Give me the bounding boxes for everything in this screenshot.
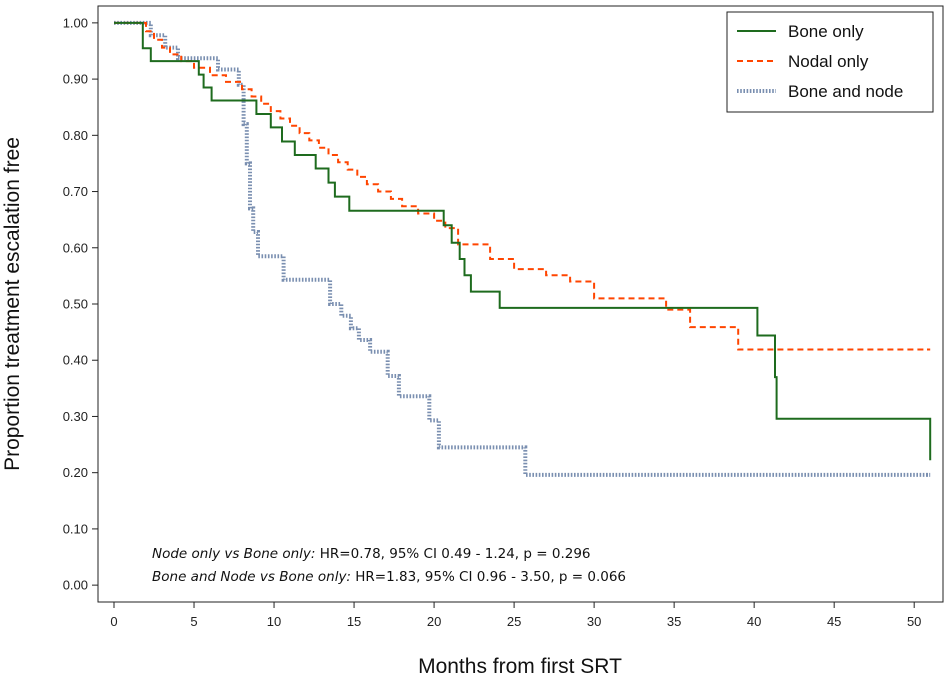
annotation-2-label: Bone and Node vs Bone only: [152, 569, 351, 585]
y-tick-label: 0.50 [63, 297, 88, 312]
x-tick-label: 15 [347, 614, 361, 629]
series-line-nodal-only [114, 21, 931, 351]
legend: Bone only Nodal only Bone and node [726, 11, 934, 113]
y-tick-label: 0.20 [63, 465, 88, 480]
x-tick-label: 50 [907, 614, 921, 629]
y-tick-label: 0.00 [63, 578, 88, 593]
y-tick-label: 0.60 [63, 240, 88, 255]
legend-label-bone-only: Bone only [788, 22, 864, 41]
legend-label-bone-and-node: Bone and node [788, 82, 903, 101]
legend-label-nodal-only: Nodal only [788, 52, 869, 71]
x-axis-title: Months from first SRT [418, 655, 622, 678]
x-tick-label: 25 [507, 614, 521, 629]
annotation-block: Node only vs Bone only: HR=0.78, 95% CI … [152, 546, 626, 585]
y-tick-label: 0.70 [63, 184, 88, 199]
x-axis: 0 5 10 15 20 25 30 35 40 45 50 [110, 602, 921, 629]
series-line-bone-and-node [114, 20, 931, 477]
series-layer [114, 20, 932, 477]
x-tick-label: 0 [110, 614, 117, 629]
y-tick-label: 1.00 [63, 15, 88, 30]
y-tick-label: 0.10 [63, 521, 88, 536]
series-line-bone-only [114, 21, 932, 461]
x-tick-label: 30 [587, 614, 601, 629]
x-tick-label: 20 [427, 614, 441, 629]
y-tick-label: 0.40 [63, 353, 88, 368]
y-tick-label: 0.90 [63, 72, 88, 87]
x-tick-label: 10 [267, 614, 281, 629]
annotation-1-label: Node only vs Bone only: [152, 546, 315, 562]
x-tick-label: 35 [667, 614, 681, 629]
x-tick-label: 45 [827, 614, 841, 629]
x-tick-label: 5 [190, 614, 197, 629]
annotation-line-1: Node only vs Bone only: HR=0.78, 95% CI … [152, 546, 591, 562]
x-tick-label: 40 [747, 614, 761, 629]
annotation-2-text: HR=1.83, 95% CI 0.96 - 3.50, p = 0.066 [351, 569, 626, 585]
y-tick-label: 0.30 [63, 409, 88, 424]
annotation-1-text: HR=0.78, 95% CI 0.49 - 1.24, p = 0.296 [315, 546, 590, 562]
annotation-line-2: Bone and Node vs Bone only: HR=1.83, 95%… [152, 569, 626, 585]
y-tick-label: 0.80 [63, 128, 88, 143]
y-axis: 0.00 0.10 0.20 0.30 0.40 0.50 0.60 0.70 0.80 0.90… [63, 15, 98, 593]
y-axis-title: Proportion treatment escalation free [1, 137, 24, 471]
